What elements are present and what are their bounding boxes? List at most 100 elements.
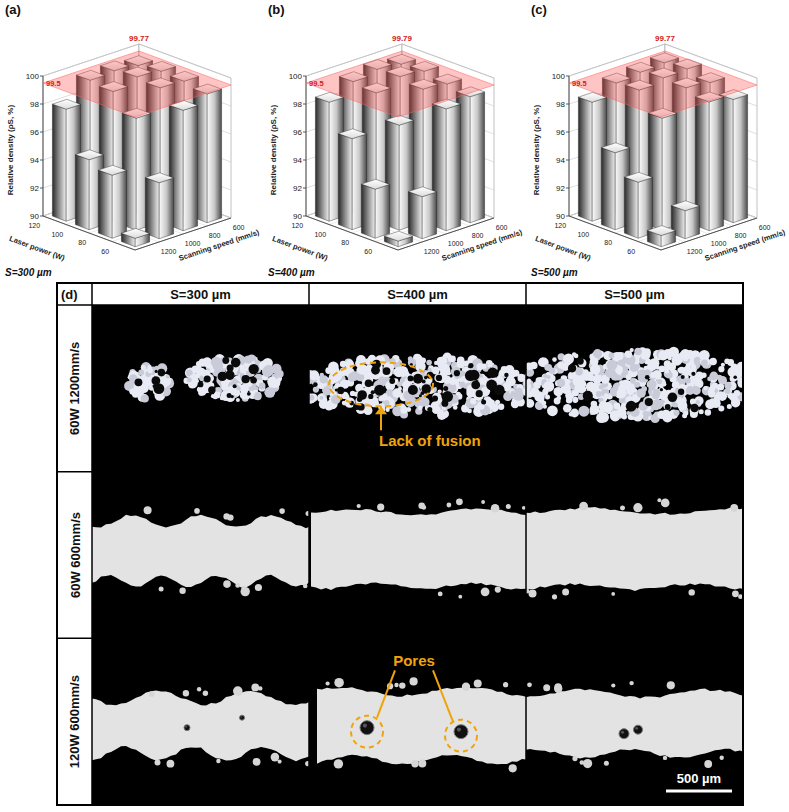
axis-title: Laser power (W) xyxy=(8,234,66,263)
column-label: S=500 µm xyxy=(604,287,665,302)
powder-particle xyxy=(616,352,624,360)
micrograph xyxy=(526,472,743,639)
void xyxy=(368,394,373,399)
powder-particle xyxy=(709,358,717,366)
satellite-particle xyxy=(197,687,201,691)
annotation-outline xyxy=(329,362,433,406)
powder-particle xyxy=(705,409,711,415)
bar-face xyxy=(422,192,436,239)
void xyxy=(454,370,460,376)
annotation: Pores xyxy=(393,652,435,669)
powder-particle xyxy=(599,384,604,389)
void xyxy=(665,404,671,410)
pore xyxy=(360,721,374,735)
satellite-particle xyxy=(554,685,562,693)
satellite-particle xyxy=(235,583,240,588)
subtitle: S=500 µm xyxy=(531,267,578,278)
satellite-particle xyxy=(562,589,569,596)
powder-particle xyxy=(487,363,492,368)
powder-particle xyxy=(141,365,146,370)
tick-label: 80 xyxy=(78,239,86,246)
threshold-label: 99.5 xyxy=(572,79,587,88)
tick-label: 90 xyxy=(556,212,565,221)
void xyxy=(374,385,385,396)
void xyxy=(442,391,453,402)
satellite-particle xyxy=(394,683,398,687)
satellite-particle xyxy=(509,764,517,772)
void xyxy=(691,372,695,376)
satellite-particle xyxy=(657,498,661,502)
micrograph xyxy=(309,305,526,472)
powder-particle xyxy=(557,379,565,387)
void xyxy=(158,369,166,377)
powder-particle xyxy=(511,391,515,395)
powder-particle xyxy=(236,398,240,402)
powder-particle xyxy=(448,356,454,362)
void xyxy=(371,390,375,394)
row-label: 120W 600mm/s xyxy=(68,675,83,768)
satellite-particle xyxy=(732,590,739,597)
satellite-particle xyxy=(334,678,344,688)
powder-particle xyxy=(713,383,718,388)
powder-particle xyxy=(718,376,724,382)
satellite-particle xyxy=(326,681,330,685)
powder-particle xyxy=(457,357,465,365)
tick-label: 80 xyxy=(604,239,612,246)
tick xyxy=(303,188,306,189)
row-label: 60W 1200mm/s xyxy=(68,342,83,435)
powder-particle xyxy=(488,400,493,405)
void xyxy=(469,370,480,381)
void xyxy=(413,374,423,384)
powder-particle xyxy=(734,390,740,396)
satellite-particle xyxy=(438,592,443,597)
powder-particle xyxy=(267,377,277,387)
powder-particle xyxy=(166,374,170,378)
powder-particle xyxy=(385,408,389,412)
powder-particle xyxy=(476,391,484,399)
tick-label: 96 xyxy=(293,128,302,137)
tick-label: 1000 xyxy=(185,240,201,247)
bar-face xyxy=(685,206,699,239)
powder-particle xyxy=(708,390,715,397)
satellite-particle xyxy=(251,684,259,692)
void xyxy=(690,404,698,412)
satellite-particle xyxy=(203,691,208,696)
powder-particle xyxy=(671,363,675,367)
grid-divider xyxy=(57,471,743,473)
tick-label: 100 xyxy=(577,231,589,238)
powder-particle xyxy=(536,377,542,383)
satellite-particle xyxy=(495,587,501,593)
void xyxy=(504,373,508,377)
satellite-particle xyxy=(334,759,343,768)
powder-particle xyxy=(323,387,332,396)
powder-particle xyxy=(542,389,548,395)
powder-particle xyxy=(470,398,477,405)
pore xyxy=(634,725,643,734)
tick xyxy=(40,76,43,77)
chart-3d: 9092949698100Relative density (ρS, %)99.… xyxy=(531,2,787,278)
powder-particle xyxy=(709,372,718,381)
bar xyxy=(647,226,675,247)
axis-title: Scanning speed (mm/s) xyxy=(704,228,787,263)
bar-face xyxy=(183,106,197,231)
powder-particle xyxy=(442,364,450,372)
powder-particle xyxy=(364,406,373,415)
melt-track xyxy=(92,515,309,588)
pore-highlight xyxy=(621,731,624,734)
tick-label: 98 xyxy=(556,100,565,109)
satellite-particle xyxy=(149,691,155,697)
powder-particle xyxy=(380,376,385,381)
bar-face xyxy=(315,97,329,221)
powder-particle xyxy=(703,386,707,390)
powder-particle xyxy=(604,393,609,398)
satellite-particle xyxy=(663,756,667,760)
micrograph xyxy=(309,638,526,805)
powder-particle xyxy=(211,357,222,368)
powder-particle xyxy=(668,356,672,360)
bar-top xyxy=(145,173,173,183)
void xyxy=(424,376,428,380)
void xyxy=(568,364,576,372)
header-row xyxy=(57,283,743,305)
satellite-particle xyxy=(194,508,200,514)
bar-face xyxy=(578,97,592,221)
